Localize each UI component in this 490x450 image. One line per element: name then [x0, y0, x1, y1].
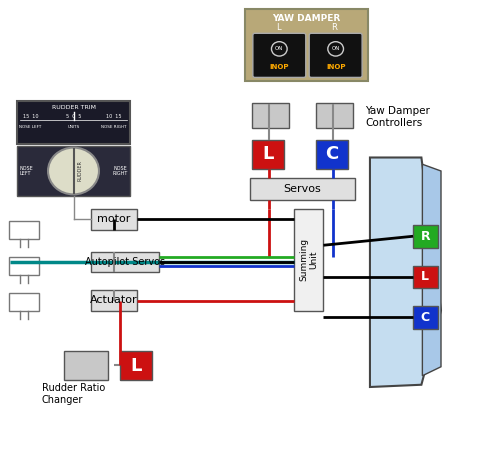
Text: ON: ON [275, 46, 284, 51]
Bar [250, 178, 355, 200]
Circle shape [48, 148, 99, 194]
Text: Yaw Damper
Controllers: Yaw Damper Controllers [365, 106, 430, 128]
Text: 15  10: 15 10 [23, 114, 38, 119]
Text: YAW DAMPER: YAW DAMPER [272, 14, 341, 23]
Text: L: L [263, 145, 274, 163]
Text: INOP: INOP [326, 64, 345, 70]
Text: Rudder Ratio
Changer: Rudder Ratio Changer [42, 383, 105, 405]
Bar [91, 290, 137, 310]
Text: INOP: INOP [270, 64, 289, 70]
Text: UNITS: UNITS [68, 125, 79, 129]
Bar [9, 256, 39, 274]
Text: Servos: Servos [284, 184, 321, 194]
Bar [245, 9, 368, 81]
Bar [17, 101, 130, 144]
Text: C: C [325, 145, 339, 163]
Bar [120, 351, 152, 380]
Bar [413, 306, 438, 328]
Text: L: L [276, 22, 280, 32]
Text: motor: motor [97, 214, 131, 225]
Bar [252, 140, 284, 169]
Bar [91, 209, 137, 230]
FancyBboxPatch shape [253, 33, 306, 77]
Bar [316, 104, 353, 128]
Bar [91, 252, 159, 272]
Polygon shape [422, 164, 441, 376]
Bar [9, 292, 39, 310]
Text: Actuator: Actuator [90, 295, 138, 306]
Text: C: C [421, 311, 430, 324]
Bar [316, 140, 348, 169]
Text: ON: ON [331, 46, 340, 51]
Bar [9, 220, 39, 238]
Text: Summing
Unit: Summing Unit [299, 238, 318, 281]
Text: NOSE LEFT: NOSE LEFT [20, 125, 42, 129]
Text: Autopilot Servos: Autopilot Servos [85, 257, 165, 267]
Bar [413, 225, 438, 248]
Bar [413, 266, 438, 288]
FancyBboxPatch shape [309, 33, 362, 77]
Text: NOSE
LEFT: NOSE LEFT [20, 166, 33, 176]
Bar [17, 146, 130, 196]
Text: RUDDER: RUDDER [77, 161, 82, 181]
Text: L: L [130, 356, 142, 374]
Text: NOSE
RIGHT: NOSE RIGHT [112, 166, 127, 176]
Text: L: L [421, 270, 429, 283]
Text: 5  0  5: 5 0 5 [66, 114, 81, 119]
Polygon shape [370, 158, 441, 387]
Text: 10  15: 10 15 [106, 114, 122, 119]
Text: RUDDER TRIM: RUDDER TRIM [51, 105, 96, 110]
Bar [252, 104, 289, 128]
Bar [64, 351, 108, 380]
Text: R: R [420, 230, 430, 243]
Bar [294, 209, 323, 310]
Text: NOSE RIGHT: NOSE RIGHT [101, 125, 127, 129]
Text: R: R [332, 22, 337, 32]
